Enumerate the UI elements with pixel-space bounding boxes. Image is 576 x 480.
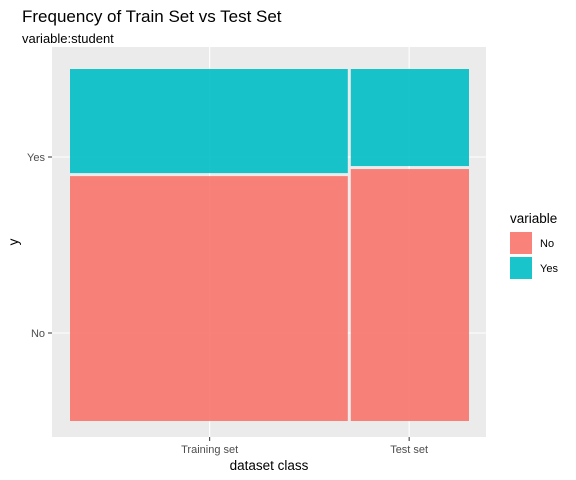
tile-test-set-yes [350,69,469,167]
y-axis-label: y [6,238,21,245]
legend-key-yes [510,257,532,279]
x-axis-label: dataset class [230,458,309,473]
chart-title: Frequency of Train Set vs Test Set [22,7,282,26]
x-axis: Training set Test set [181,437,428,456]
chart-subtitle: variable:student [22,31,114,46]
x-tick-label: Test set [390,444,428,456]
tile-training-set-no [70,176,348,421]
legend-key-no [510,232,532,254]
tile-training-set-yes [70,69,348,174]
x-tick-label: Training set [181,444,238,456]
tile-test-set-no [350,169,469,421]
y-tick-label: Yes [27,152,45,164]
y-axis: No Yes [27,152,52,340]
legend-title: variable [510,211,557,226]
legend-label-no: No [540,238,554,250]
legend-label-yes: Yes [540,263,558,275]
mosaic-tiles [70,69,469,421]
y-tick-label: No [31,328,45,340]
legend: variable No Yes [510,211,558,279]
